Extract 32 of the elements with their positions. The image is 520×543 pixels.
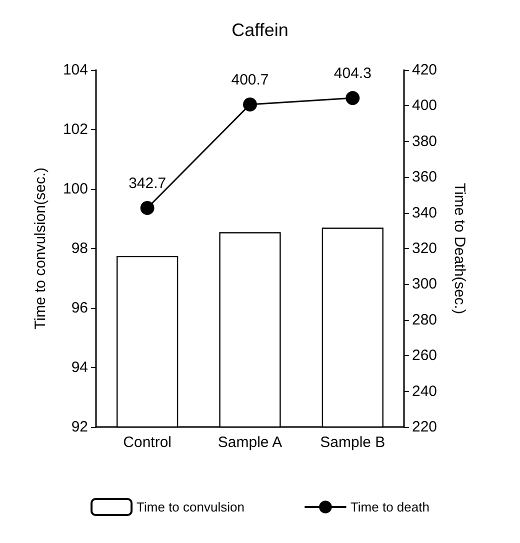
y-tick-label: 98 bbox=[71, 240, 88, 257]
y-tick-label: 94 bbox=[71, 359, 88, 376]
chart-title: Caffein bbox=[232, 20, 288, 40]
y2-tick-label: 380 bbox=[412, 132, 438, 150]
y2-tick-label: 300 bbox=[412, 276, 438, 293]
y-tick-label: 96 bbox=[71, 300, 88, 316]
legend-label: Time to convulsion bbox=[136, 500, 244, 514]
y2-tick-label: 220 bbox=[412, 418, 438, 436]
y2-tick-label: 420 bbox=[412, 62, 438, 78]
point bbox=[243, 97, 257, 112]
point bbox=[346, 91, 360, 106]
data-label: 404.3 bbox=[334, 65, 372, 82]
y-tick-label: 102 bbox=[62, 121, 88, 138]
x-tick-label: Sample A bbox=[218, 434, 282, 451]
y-tick-label: 104 bbox=[62, 62, 88, 78]
data-label: 400.7 bbox=[231, 71, 269, 88]
y-tick-label: 100 bbox=[62, 180, 88, 198]
y2-tick-label: 340 bbox=[412, 204, 438, 222]
y2-tick-label: 280 bbox=[412, 311, 438, 328]
data-label: 342.7 bbox=[128, 174, 166, 192]
legend-label: Time to death bbox=[350, 500, 430, 514]
point bbox=[140, 200, 154, 215]
x-tick-label: Sample B bbox=[320, 434, 386, 451]
y2-tick-label: 240 bbox=[412, 382, 438, 400]
y2-tick-label: 360 bbox=[412, 168, 438, 186]
y-axis-title: Time to convulsion(sec.) bbox=[32, 168, 49, 330]
y2-tick-label: 260 bbox=[412, 347, 438, 364]
y2-tick-label: 320 bbox=[412, 240, 438, 257]
y-tick-label: 92 bbox=[71, 418, 88, 436]
y2-tick-label: 400 bbox=[412, 97, 438, 114]
y2-axis-title: Time to Death(sec.) bbox=[451, 182, 468, 314]
x-tick-label: Control bbox=[123, 434, 172, 451]
